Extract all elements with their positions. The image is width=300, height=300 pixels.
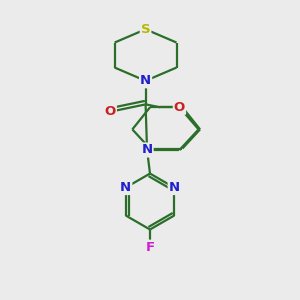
Text: O: O [105,105,116,118]
Text: N: N [120,181,131,194]
Text: S: S [141,23,150,36]
Text: F: F [146,241,154,254]
Text: N: N [142,143,153,157]
Text: N: N [169,181,180,194]
Text: N: N [140,74,151,87]
Text: O: O [174,101,185,114]
